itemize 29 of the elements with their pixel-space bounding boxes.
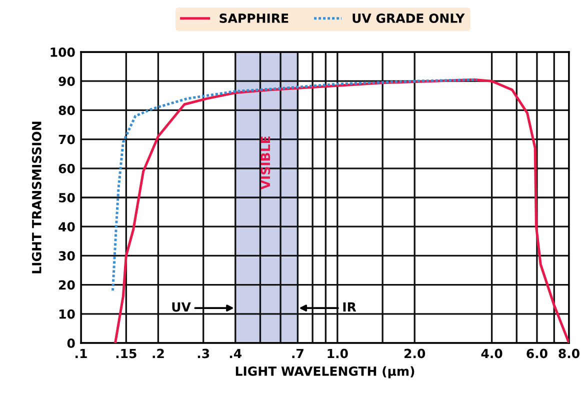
x-tick-label: .1 <box>76 348 87 358</box>
x-tick-label: .4 <box>230 348 242 358</box>
x-axis-title: LIGHT WAVELENGTH (μm) <box>236 366 414 378</box>
x-tick-label: .15 <box>116 348 136 358</box>
y-tick-label: 20 <box>59 280 75 290</box>
x-tick-label: 2.0 <box>404 348 426 358</box>
y-tick-label: 100 <box>50 47 75 57</box>
y-tick-label: 60 <box>58 164 75 174</box>
y-tick-label: 10 <box>59 309 75 319</box>
y-tick-label: 70 <box>58 134 75 144</box>
x-tick-label: .7 <box>292 348 304 358</box>
y-tick-label: 0 <box>67 338 75 348</box>
y-axis-title: LIGHT TRANSMISSION <box>32 122 42 274</box>
y-tick-label: 50 <box>59 192 75 202</box>
legend-label: UV GRADE ONLY <box>352 14 465 23</box>
x-tick-label: 8.0 <box>558 348 580 358</box>
band-label: VISIBLE <box>260 136 270 190</box>
annotation: UV <box>172 302 191 312</box>
x-tick-label: .2 <box>152 348 164 358</box>
x-tick-label: 1.0 <box>328 348 348 358</box>
y-tick-label: 30 <box>58 251 75 261</box>
x-tick-label: .3 <box>198 348 210 358</box>
x-tick-label: 6.0 <box>526 348 548 358</box>
y-tick-label: 80 <box>58 106 75 116</box>
y-tick-label: 90 <box>58 76 75 86</box>
x-tick-label: 4.0 <box>481 348 502 358</box>
y-tick-label: 40 <box>58 222 75 232</box>
annotation: IR <box>343 302 356 312</box>
legend-label: SAPPHIRE <box>220 14 288 23</box>
